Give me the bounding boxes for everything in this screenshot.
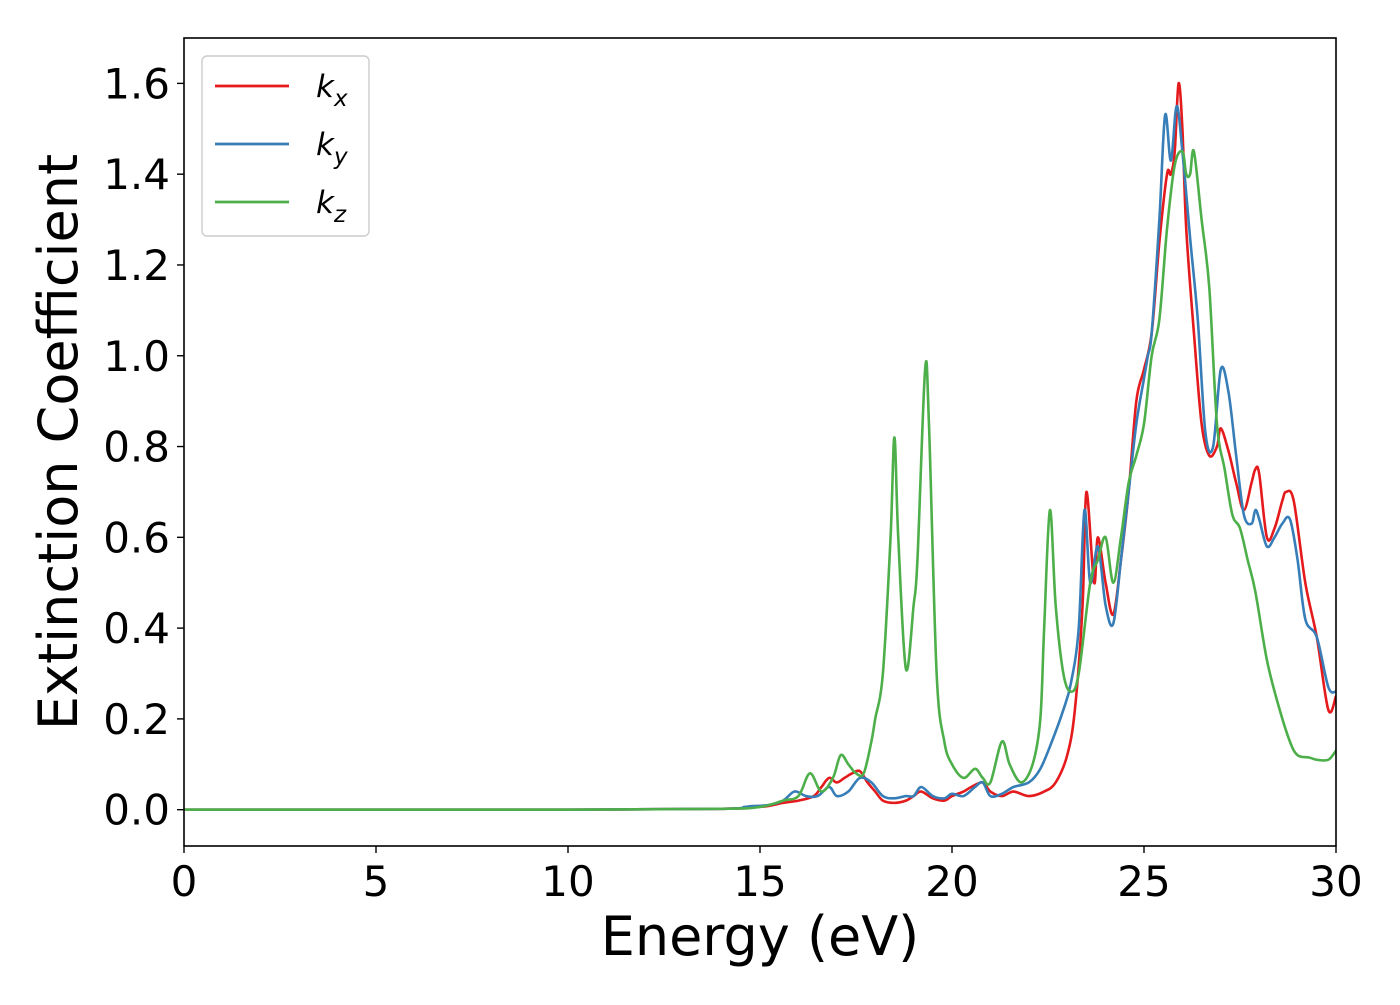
y-tick-label: 1.6 [103,59,170,108]
x-axis-title: Energy (eV) [601,905,920,968]
x-tick-label: 0 [171,857,198,906]
series-line-kz [184,148,1336,812]
x-tick-label: 15 [733,857,786,906]
x-axis: 0 5 10 15 20 25 30 [171,846,1363,906]
legend-label-subscript: z [333,202,347,228]
legend-label-subscript: x [333,86,348,112]
y-tick-label: 0.4 [103,604,170,653]
y-tick-label: 0.0 [103,786,170,835]
plot-area [184,81,1336,812]
y-axis: 0.0 0.2 0.4 0.6 0.8 1.0 1.2 1.4 1.6 [103,59,184,835]
y-axis-title: Extinction Coefficient [27,154,90,730]
x-tick-label: 10 [541,857,594,906]
y-tick-label: 0.6 [103,513,170,562]
legend-label-subscript: y [333,144,348,170]
series-line-kx [184,81,1336,812]
x-tick-label: 5 [363,857,390,906]
x-tick-label: 25 [1117,857,1170,906]
x-tick-label: 30 [1309,857,1362,906]
y-tick-label: 0.2 [103,695,170,744]
y-tick-label: 1.0 [103,332,170,381]
legend-box [201,55,370,237]
y-tick-label: 0.8 [103,423,170,472]
y-tick-label: 1.2 [103,241,170,290]
y-tick-label: 1.4 [103,150,170,199]
x-tick-label: 20 [925,857,978,906]
